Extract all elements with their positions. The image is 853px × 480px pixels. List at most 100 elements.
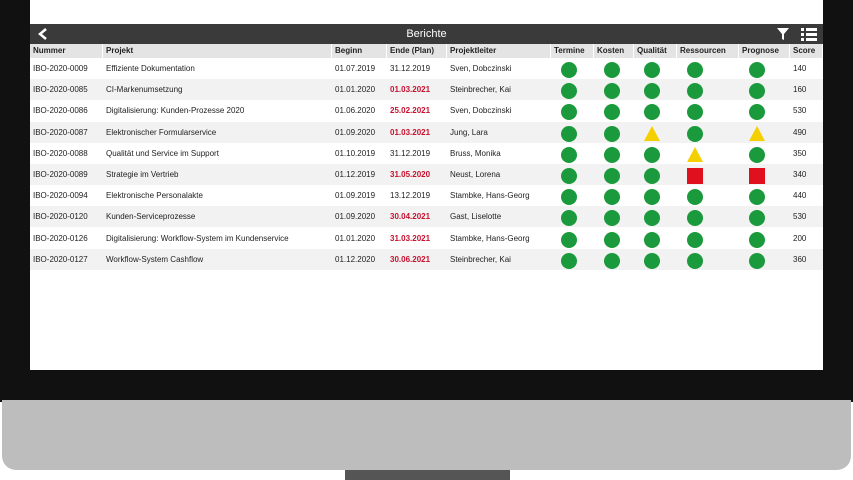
list-button[interactable] <box>801 27 817 41</box>
status-icon <box>644 62 660 78</box>
table-cell: 01.07.2019 <box>335 64 376 73</box>
table-cell: 01.09.2020 <box>335 127 376 137</box>
status-icon <box>687 146 703 162</box>
table-cell: 01.01.2020 <box>335 85 376 95</box>
status-icon <box>749 83 765 100</box>
table-cell: Strategie im Vertrieb <box>106 170 179 179</box>
status-icon <box>644 168 660 184</box>
table-row <box>30 248 823 270</box>
status-icon <box>644 231 660 248</box>
status-icon <box>687 231 703 248</box>
table-cell: 160 <box>793 85 807 95</box>
table-cell: Elektronische Personalakte <box>106 191 203 201</box>
table-cell: 31.05.2020 <box>390 170 431 179</box>
table-row <box>30 227 823 249</box>
table-cell: Sven, Dobczinski <box>450 106 512 116</box>
status-icon <box>604 62 620 78</box>
table-cell: 13.12.2019 <box>390 191 431 201</box>
table-cell: 490 <box>793 127 807 137</box>
status-icon <box>749 252 765 269</box>
status-icon <box>687 104 703 121</box>
column-header: Prognose <box>739 44 790 58</box>
status-icon <box>749 104 765 121</box>
table-cell: 140 <box>793 64 807 73</box>
status-icon <box>749 189 765 206</box>
table-cell: 01.06.2020 <box>335 106 376 116</box>
table-cell: Jung, Lara <box>450 127 488 137</box>
table-cell: IBO-2020-0089 <box>33 170 88 179</box>
table-cell: Digitalisierung: Kunden-Prozesse 2020 <box>106 106 245 116</box>
table-cell: 340 <box>793 170 807 179</box>
status-icon <box>644 210 660 227</box>
report-table: Nummer Projekt Beginn Ende (Plan) Projektlei… <box>30 0 823 370</box>
page-title: Berichte <box>406 28 447 40</box>
status-icon <box>749 210 765 227</box>
table-cell: IBO-2020-0085 <box>33 85 88 95</box>
column-header: Projekt <box>103 44 332 58</box>
table-row <box>30 79 823 101</box>
status-icon <box>644 104 660 121</box>
status-icon <box>687 62 703 78</box>
status-icon <box>644 189 660 206</box>
table-cell: 01.09.2020 <box>335 212 376 222</box>
filter-button[interactable] <box>776 27 790 41</box>
table-cell: 01.12.2020 <box>335 254 376 264</box>
table-cell: Steinbrecher, Kai <box>450 85 511 95</box>
status-icon <box>604 125 620 142</box>
status-icon <box>604 210 620 227</box>
table-cell: 01.10.2019 <box>335 148 376 158</box>
table-cell: IBO-2020-0094 <box>33 191 88 201</box>
status-icon <box>561 83 577 100</box>
stand <box>345 470 510 480</box>
table-row <box>30 164 823 185</box>
table-cell: 25.02.2021 <box>390 106 431 116</box>
status-icon <box>687 210 703 227</box>
table-cell: 440 <box>793 191 807 201</box>
status-icon <box>749 231 765 248</box>
status-icon <box>687 125 703 142</box>
status-icon <box>561 189 577 206</box>
table-row <box>30 58 823 79</box>
column-header: Kosten <box>594 44 634 58</box>
back-button[interactable] <box>36 27 50 41</box>
column-header: Qualität <box>634 44 677 58</box>
table-cell: CI-Markenumsetzung <box>106 85 183 95</box>
title-bar: Berichte <box>30 24 823 44</box>
status-icon <box>604 83 620 100</box>
status-icon <box>644 252 660 269</box>
status-icon <box>604 168 620 184</box>
column-header: Ressourcen <box>677 44 739 58</box>
table-cell: Digitalisierung: Workflow-System im Kund… <box>106 233 289 243</box>
column-header: Score <box>790 44 823 58</box>
status-icon <box>561 62 577 78</box>
table-cell: Qualität und Service im Support <box>106 148 219 158</box>
table-cell: Neust, Lorena <box>450 170 501 179</box>
table-cell: IBO-2020-0126 <box>33 233 88 243</box>
table-cell: 30.06.2021 <box>390 254 431 264</box>
bezel-left <box>0 0 30 400</box>
table-cell: 31.12.2019 <box>390 148 431 158</box>
table-row <box>30 100 823 122</box>
column-header: Termine <box>551 44 594 58</box>
column-header: Beginn <box>332 44 387 58</box>
table-cell: Sven, Dobczinski <box>450 64 512 73</box>
status-icon <box>604 231 620 248</box>
table-cell: 360 <box>793 254 807 264</box>
table-cell: Effiziente Dokumentation <box>106 64 195 73</box>
status-icon <box>561 252 577 269</box>
table-cell: Workflow-System Cashflow <box>106 254 204 264</box>
table-cell: 30.04.2021 <box>390 212 431 222</box>
status-icon <box>687 83 703 100</box>
table-cell: IBO-2020-0086 <box>33 106 88 116</box>
table-cell: Elektronischer Formularservice <box>106 127 217 137</box>
status-icon <box>604 252 620 269</box>
status-icon <box>604 104 620 121</box>
table-cell: 01.12.2019 <box>335 170 376 179</box>
table-cell: Stambke, Hans-Georg <box>450 191 530 201</box>
column-header: Nummer <box>30 44 103 58</box>
table-cell: IBO-2020-0120 <box>33 212 88 222</box>
status-icon <box>561 125 577 142</box>
column-header: Projektleiter <box>447 44 551 58</box>
status-icon <box>687 168 703 184</box>
table-cell: IBO-2020-0009 <box>33 64 88 73</box>
